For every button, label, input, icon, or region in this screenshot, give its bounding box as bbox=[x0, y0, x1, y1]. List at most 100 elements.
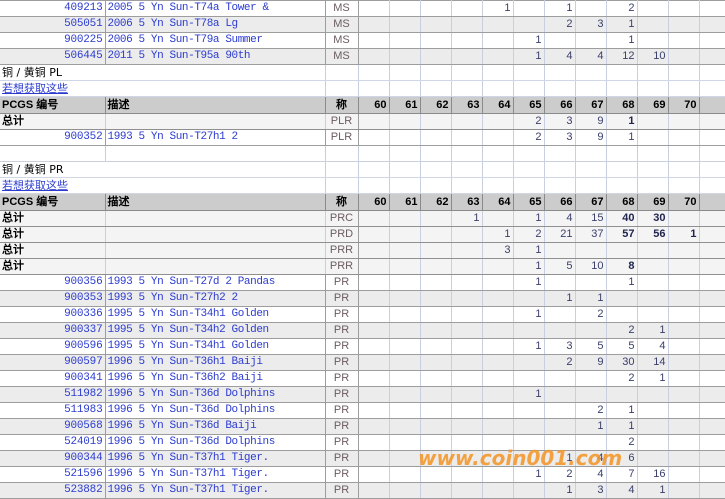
header-grade[interactable]: 称 bbox=[325, 193, 359, 211]
header-grade-68[interactable]: 68 bbox=[606, 193, 638, 211]
section-link[interactable]: 若想获取这些 bbox=[0, 80, 326, 97]
pcgs-number-cell[interactable]: 505051 bbox=[0, 16, 106, 33]
header-grade-61[interactable]: 61 bbox=[389, 96, 421, 114]
header-grade-60[interactable]: 60 bbox=[358, 193, 390, 211]
header-grade-70[interactable]: 70 bbox=[668, 193, 700, 211]
description-cell[interactable]: 1996 5 Yn Sun-T37h1 Tiger. bbox=[105, 450, 326, 467]
header-grade-65[interactable]: 65 bbox=[513, 96, 545, 114]
section-link-pr[interactable]: 若想获取这些 bbox=[0, 177, 725, 194]
pcgs-number-cell[interactable]: 900596 bbox=[0, 338, 106, 355]
header-grade-62[interactable]: 62 bbox=[420, 96, 452, 114]
header-grade-60[interactable]: 60 bbox=[358, 96, 390, 114]
pcgs-number-cell[interactable]: 900352 bbox=[0, 129, 106, 146]
header-pcgs-number[interactable]: PCGS 编号 bbox=[0, 96, 106, 114]
pcgs-number-cell[interactable]: 506445 bbox=[0, 48, 106, 65]
pcgs-number-cell[interactable]: 524019 bbox=[0, 434, 106, 451]
description-cell[interactable]: 1996 5 Yn Sun-T36h1 Baiji bbox=[105, 354, 326, 371]
header-description[interactable]: 描述 bbox=[105, 96, 326, 114]
table-row[interactable]: 521596 1996 5 Yn Sun-T37h1 Tiger. PR 1 2 4 7 16… bbox=[0, 466, 725, 483]
header-grade-69[interactable]: 69 bbox=[637, 193, 669, 211]
header-grade-64[interactable]: 64 bbox=[482, 193, 514, 211]
description-cell[interactable]: 1996 5 Yn Sun-T36d Dolphins bbox=[105, 434, 326, 451]
header-grade-68[interactable]: 68 bbox=[606, 96, 638, 114]
pcgs-number-cell[interactable]: 900356 bbox=[0, 274, 106, 291]
empty-cell bbox=[358, 177, 390, 194]
pcgs-number-cell[interactable]: 523882 bbox=[0, 482, 106, 499]
header-grade-66[interactable]: 66 bbox=[544, 96, 576, 114]
description-cell[interactable]: 1996 5 Yn Sun-T37h1 Tiger. bbox=[105, 466, 326, 483]
pcgs-number-cell[interactable]: 409213 bbox=[0, 0, 106, 17]
description-cell[interactable]: 1993 5 Yn Sun-T27d 2 Pandas bbox=[105, 274, 326, 291]
description-cell[interactable]: 2006 5 Yn Sun-T79a Summer bbox=[105, 32, 326, 49]
grade-count-cell bbox=[482, 418, 514, 435]
grade-count-cell bbox=[544, 274, 576, 291]
pcgs-number-cell[interactable]: 900344 bbox=[0, 450, 106, 467]
description-cell[interactable]: 1996 5 Yn Sun-T36d Baiji bbox=[105, 418, 326, 435]
header-pcgs-number[interactable]: PCGS 编号 bbox=[0, 193, 106, 211]
header-grade[interactable]: 称 bbox=[325, 96, 359, 114]
pcgs-number-cell[interactable]: 900337 bbox=[0, 322, 106, 339]
pcgs-number-cell[interactable]: 521596 bbox=[0, 466, 106, 483]
empty-cell bbox=[389, 145, 421, 162]
header-grade-67[interactable]: 67 bbox=[575, 193, 607, 211]
grade-cell: PR bbox=[324, 290, 359, 307]
header-grade-63[interactable]: 63 bbox=[451, 193, 483, 211]
section-link[interactable]: 若想获取这些 bbox=[0, 177, 326, 194]
header-grade-62[interactable]: 62 bbox=[420, 193, 452, 211]
header-grade-65[interactable]: 65 bbox=[513, 193, 545, 211]
header-grade-69[interactable]: 69 bbox=[637, 96, 669, 114]
pcgs-number-cell[interactable]: 900341 bbox=[0, 370, 106, 387]
header-description[interactable]: 描述 bbox=[105, 193, 326, 211]
header-grade-61[interactable]: 61 bbox=[389, 193, 421, 211]
pcgs-number-cell[interactable]: 900597 bbox=[0, 354, 106, 371]
description-cell[interactable]: 2006 5 Yn Sun-T78a Lg bbox=[105, 16, 326, 33]
pcgs-number-cell[interactable]: 511982 bbox=[0, 386, 106, 403]
header-grade-63[interactable]: 63 bbox=[451, 96, 483, 114]
grade-count-cell bbox=[482, 290, 514, 307]
header-total[interactable]: 总计 bbox=[699, 96, 725, 114]
pcgs-number-cell[interactable]: 511983 bbox=[0, 402, 106, 419]
description-cell[interactable]: 1995 5 Yn Sun-T34h1 Golden bbox=[105, 306, 326, 323]
grade-count-cell bbox=[358, 210, 390, 227]
description-cell[interactable]: 1993 5 Yn Sun-T27h2 2 bbox=[105, 290, 326, 307]
description-cell[interactable]: 1996 5 Yn Sun-T36h2 Baiji bbox=[105, 370, 326, 387]
description-cell[interactable]: 1993 5 Yn Sun-T27h1 2 bbox=[105, 129, 326, 146]
description-cell[interactable]: 1996 5 Yn Sun-T37h1 Tiger. bbox=[105, 482, 326, 499]
pcgs-number-cell[interactable]: 900353 bbox=[0, 290, 106, 307]
pcgs-number-cell[interactable]: 900568 bbox=[0, 418, 106, 435]
pcgs-number-cell[interactable]: 900225 bbox=[0, 32, 106, 49]
pcgs-number-cell[interactable]: 900336 bbox=[0, 306, 106, 323]
header-total[interactable]: 总计 bbox=[699, 193, 725, 211]
header-grade-64[interactable]: 64 bbox=[482, 96, 514, 114]
empty-cell bbox=[451, 80, 483, 97]
description-cell[interactable]: 1995 5 Yn Sun-T34h2 Golden bbox=[105, 322, 326, 339]
header-grade-67[interactable]: 67 bbox=[575, 96, 607, 114]
header-grade-66[interactable]: 66 bbox=[544, 193, 576, 211]
description-cell[interactable]: 2005 5 Yn Sun-T74a Tower & bbox=[105, 0, 326, 17]
description-cell[interactable]: 1996 5 Yn Sun-T36d Dolphins bbox=[105, 402, 326, 419]
description-cell[interactable]: 1995 5 Yn Sun-T34h1 Golden bbox=[105, 338, 326, 355]
description-cell[interactable]: 2011 5 Yn Sun-T95a 90th bbox=[105, 48, 326, 65]
section-link-pl[interactable]: 若想获取这些 bbox=[0, 80, 725, 97]
grade-count-cell bbox=[358, 242, 390, 259]
header-grade-70[interactable]: 70 bbox=[668, 96, 700, 114]
description-cell[interactable]: 1996 5 Yn Sun-T36d Dolphins bbox=[105, 386, 326, 403]
